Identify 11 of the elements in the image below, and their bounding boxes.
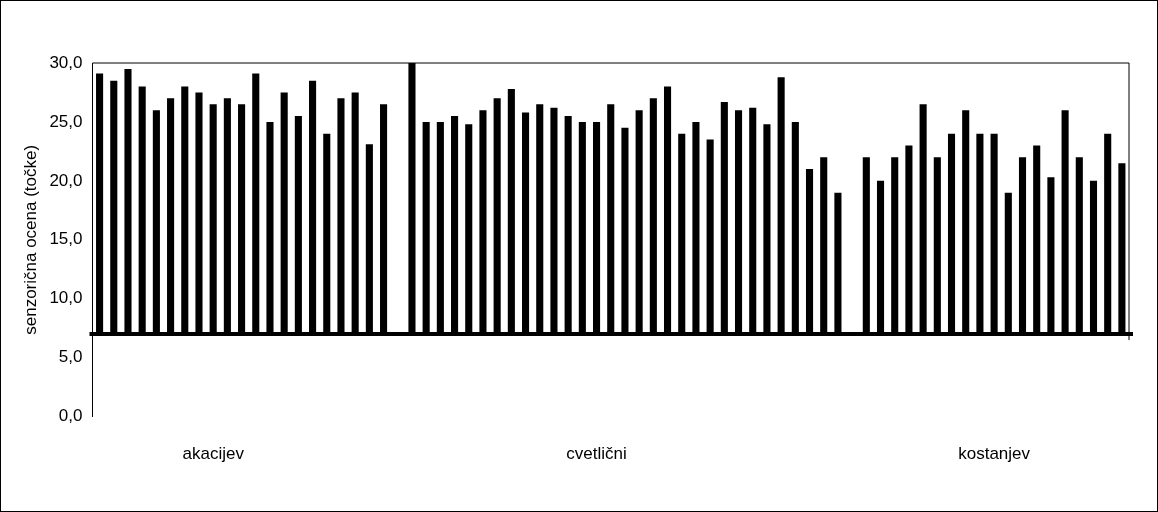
y-tick-label: 10,0 (49, 288, 83, 308)
y-tick-label: 25,0 (49, 111, 83, 131)
y-tick-label: 0,0 (58, 406, 83, 426)
y-tick-label: 15,0 (49, 229, 83, 249)
y-axis-title: senzorična ocena (točke) (20, 144, 40, 335)
x-tick-label: kostanjev (958, 444, 1031, 464)
x-tick-label: akacijev (182, 444, 245, 464)
y-tick-label: 30,0 (49, 52, 83, 72)
y-tick-label: 20,0 (49, 170, 83, 190)
y-tick-label: 5,0 (58, 347, 83, 367)
x-tick-label: cvetlični (566, 444, 627, 464)
